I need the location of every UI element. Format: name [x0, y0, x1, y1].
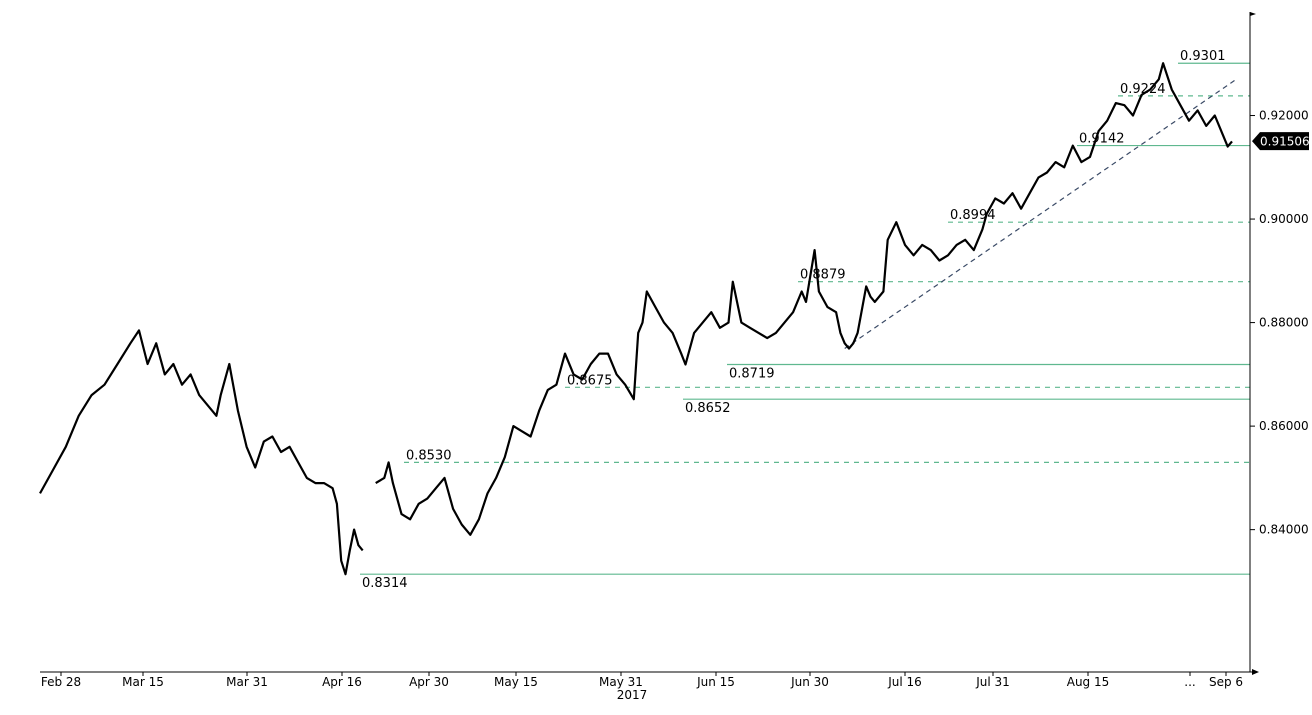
x-tick-label: ... [1184, 675, 1195, 689]
level-label-0.8652: 0.8652 [685, 401, 731, 416]
level-label-0.9301: 0.9301 [1180, 49, 1226, 64]
level-label-0.8719: 0.8719 [729, 367, 775, 382]
year-label: 2017 [617, 688, 648, 702]
level-label-0.9224: 0.9224 [1120, 82, 1166, 97]
level-label-0.8994: 0.8994 [950, 208, 996, 223]
last-price-badge [1252, 132, 1309, 151]
x-tick-label: Sep 6 [1209, 675, 1243, 689]
last-price-badge-group: 0.91506 [1252, 132, 1310, 151]
x-tick-label: Mar 31 [226, 675, 268, 689]
trendline [844, 78, 1237, 349]
y-tick-label: 0.86000 [1259, 419, 1309, 433]
x-tick-label: Mar 15 [122, 675, 164, 689]
level-label-0.8530: 0.8530 [406, 448, 452, 463]
price-line-segment-2 [375, 62, 1233, 536]
y-tick-label: 0.92000 [1259, 109, 1309, 123]
x-tick-label: Jul 16 [887, 675, 922, 689]
level-label-0.9142: 0.9142 [1079, 132, 1125, 147]
y-tick-label: 0.90000 [1259, 212, 1309, 226]
x-tick-label: Aug 15 [1067, 675, 1110, 689]
axes: Feb 28 Mar 15 Mar 31 Apr 16 Apr 30 May 15 May … [40, 12, 1309, 702]
x-tick-label: Jun 15 [696, 675, 735, 689]
y-tick-label: 0.84000 [1259, 523, 1309, 537]
x-tick-label: May 31 [599, 675, 643, 689]
level-label-0.8879: 0.8879 [800, 268, 846, 283]
x-tick-label: Feb 28 [41, 675, 81, 689]
x-tick-label: Jul 31 [975, 675, 1010, 689]
level-label-0.8675: 0.8675 [567, 373, 613, 388]
x-tick-label: Apr 16 [322, 675, 362, 689]
x-tick-label: Jun 30 [790, 675, 829, 689]
trendline-group [844, 78, 1237, 349]
level-label-0.8314: 0.8314 [362, 576, 408, 591]
x-tick-label: Apr 30 [409, 675, 449, 689]
x-axis-arrow-icon [1252, 669, 1259, 675]
last-price-label: 0.91506 [1260, 135, 1310, 149]
y-axis-arrow-icon [1250, 12, 1256, 16]
level-lines [360, 62, 1250, 575]
y-tick-label: 0.88000 [1259, 316, 1309, 330]
x-tick-label: May 15 [494, 675, 538, 689]
price-line-segment-1 [39, 329, 364, 576]
price-series [39, 62, 1233, 576]
level-labels: 0.9301 0.9224 0.9142 0.8994 0.8879 0.8719 0.86… [362, 49, 1226, 591]
